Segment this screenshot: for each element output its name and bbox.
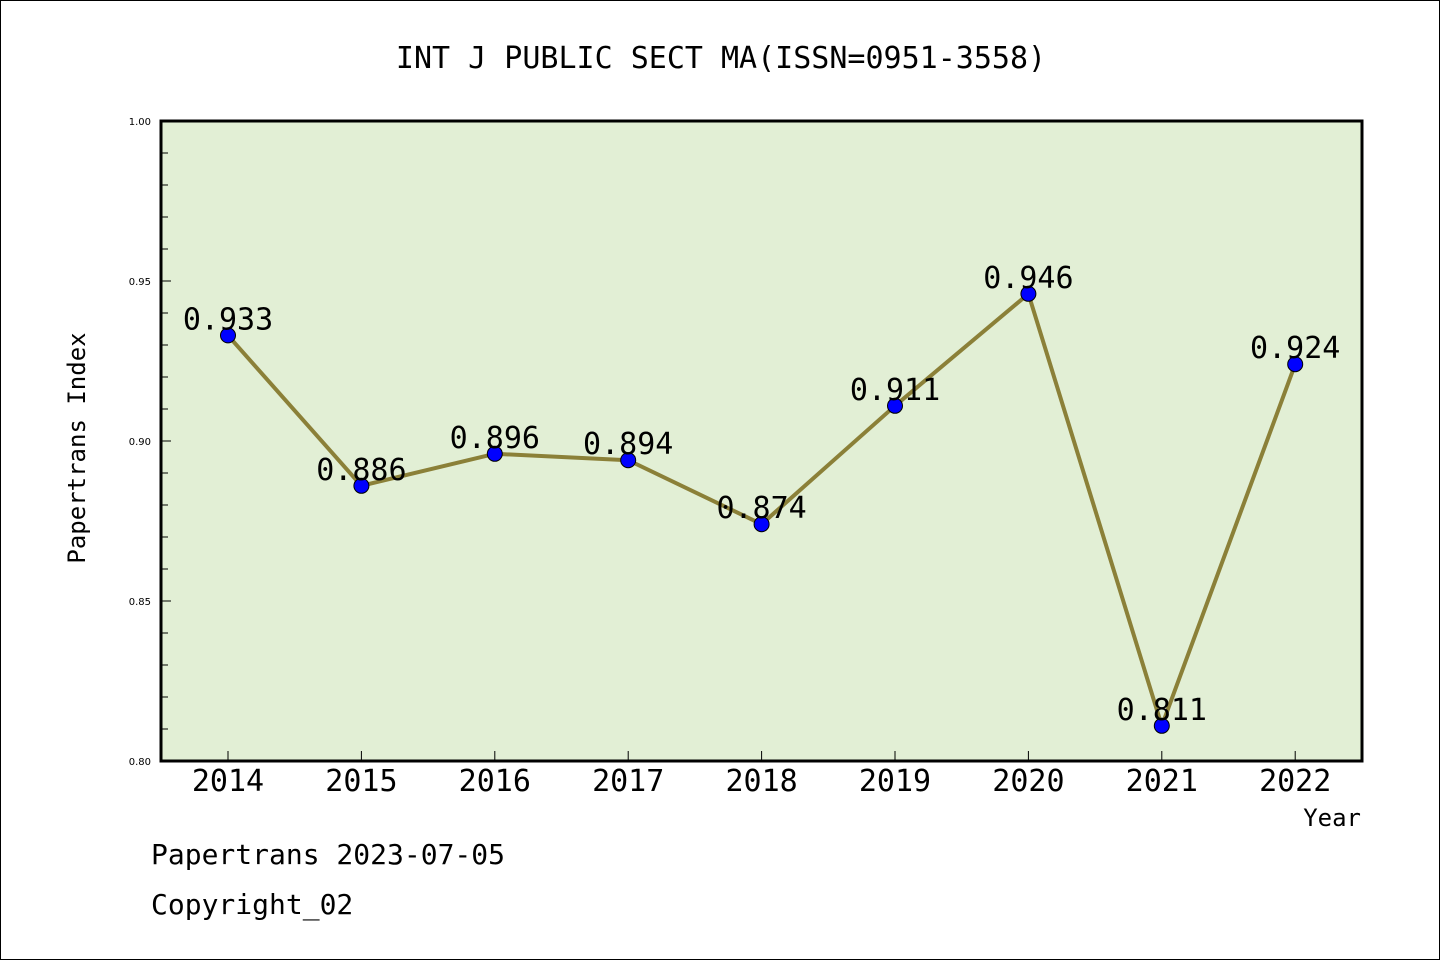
data-label: 0.933 [183, 302, 273, 337]
data-label: 0.946 [983, 261, 1073, 296]
data-point [753, 516, 770, 533]
x-axis: 2014 2015 2016 2017 2018 2019 2020 2021 2022 [192, 751, 1331, 799]
x-tick-label: 2018 [725, 764, 797, 799]
y-tick-label: 0.90 [129, 437, 151, 448]
data-label: 0.896 [450, 421, 540, 456]
x-tick-label: 2017 [592, 764, 664, 799]
plot-area [159, 119, 1364, 763]
data-point [1287, 356, 1304, 373]
data-point [486, 445, 503, 462]
x-tick-label: 2019 [859, 764, 931, 799]
y-axis-label: Papertrans Index [63, 332, 91, 563]
footer-date: Papertrans 2023-07-05 [151, 838, 505, 871]
series-group: 0.933 0.886 0.896 0.894 0.874 0.911 0.946 0.811… [183, 261, 1340, 734]
data-point [887, 397, 903, 414]
chart-title: INT J PUBLIC SECT MA(ISSN=0951-3558) [396, 41, 1046, 76]
x-tick-label: 2015 [325, 764, 397, 799]
footer-copyright: Copyright_02 [151, 888, 353, 922]
y-tick-label: 0.85 [129, 597, 151, 608]
data-label: 0.894 [583, 427, 673, 462]
data-point [620, 452, 637, 469]
data-point [220, 327, 236, 344]
y-tick-label: 0.95 [129, 277, 151, 288]
data-label: 0.911 [850, 373, 940, 408]
data-label: 0.924 [1250, 331, 1340, 366]
y-axis: 0.80 0.85 0.90 0.95 1.00 [129, 117, 171, 768]
data-label: 0.886 [316, 453, 406, 488]
data-point [1153, 717, 1170, 734]
x-tick-label: 2014 [192, 764, 264, 799]
x-tick-label: 2021 [1126, 764, 1198, 799]
x-tick-label: 2020 [992, 764, 1064, 799]
x-axis-label: Year [1303, 804, 1361, 832]
data-point [1020, 285, 1037, 302]
data-point [353, 477, 370, 494]
y-tick-label: 1.00 [129, 117, 151, 128]
data-label: 0.811 [1117, 693, 1207, 728]
x-tick-label: 2016 [459, 764, 531, 799]
y-tick-label: 0.80 [129, 757, 151, 768]
data-label: 0.874 [716, 491, 806, 526]
x-tick-label: 2022 [1259, 764, 1331, 799]
